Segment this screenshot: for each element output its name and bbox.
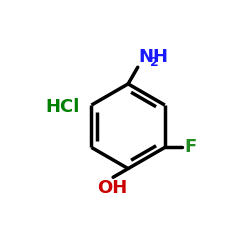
Text: NH: NH [139, 48, 169, 66]
Text: OH: OH [97, 179, 127, 197]
Text: HCl: HCl [46, 98, 80, 116]
Text: 2: 2 [150, 56, 159, 69]
Text: F: F [184, 138, 196, 156]
